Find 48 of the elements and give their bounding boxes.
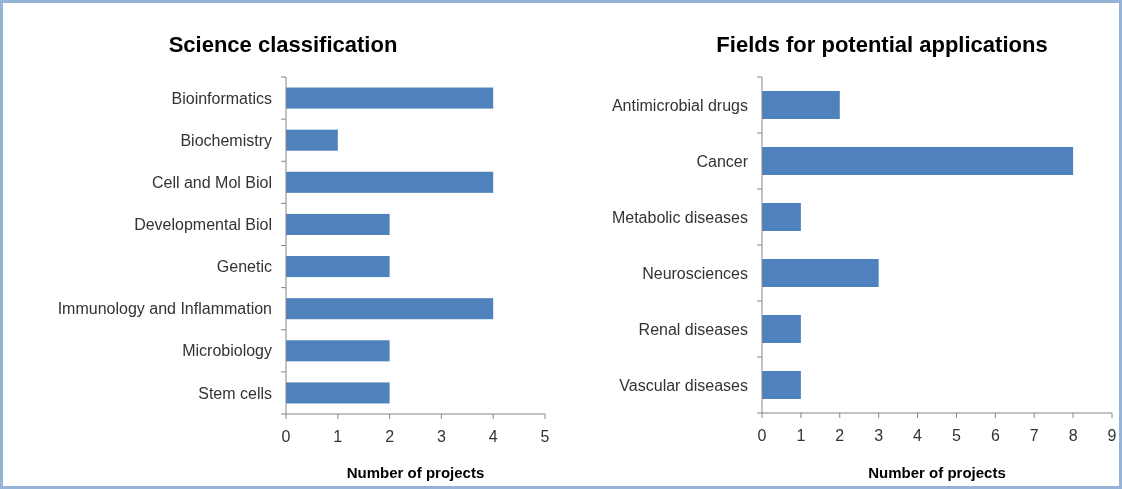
bar xyxy=(286,382,390,404)
x-tick-label: 5 xyxy=(951,427,961,444)
y-tick-label: Metabolic diseases xyxy=(611,208,748,226)
bar xyxy=(762,315,801,343)
y-tick-label: Microbiology xyxy=(182,342,272,360)
x-tick-label: 5 xyxy=(540,428,550,445)
y-tick-label: Vascular diseases xyxy=(619,376,748,394)
y-tick-label: Genetic xyxy=(216,258,272,276)
bar xyxy=(286,340,390,362)
bar xyxy=(286,171,494,193)
x-tick-label: 4 xyxy=(913,427,923,444)
x-tick-label: 1 xyxy=(333,428,343,445)
x-tick-label: 2 xyxy=(835,427,845,444)
chart-title: Fields for potential applications xyxy=(716,32,1048,57)
bar xyxy=(762,371,801,399)
bar xyxy=(286,298,494,320)
y-tick-label: Stem cells xyxy=(198,384,272,402)
bar xyxy=(762,203,801,231)
bar xyxy=(286,129,338,151)
x-tick-label: 1 xyxy=(796,427,806,444)
x-tick-label: 3 xyxy=(874,427,884,444)
bar xyxy=(762,259,879,287)
y-tick-label: Antimicrobial drugs xyxy=(611,96,748,114)
bar xyxy=(762,147,1074,175)
x-axis-title: Number of projects xyxy=(346,464,485,481)
x-tick-label: 9 xyxy=(1107,427,1117,444)
x-tick-label: 8 xyxy=(1068,427,1078,444)
y-tick-label: Developmental Biol xyxy=(134,216,272,234)
chart-title: Science classification xyxy=(168,32,398,57)
x-tick-label: 6 xyxy=(990,427,1000,444)
bar xyxy=(286,87,494,109)
y-tick-label: Neurosciences xyxy=(642,264,748,282)
y-tick-label: Renal diseases xyxy=(638,320,748,338)
x-tick-label: 3 xyxy=(436,428,446,445)
y-tick-label: Bioinformatics xyxy=(171,89,272,107)
y-tick-label: Biochemistry xyxy=(180,131,272,149)
bar xyxy=(286,213,390,235)
x-tick-label: 2 xyxy=(385,428,395,445)
bar xyxy=(762,91,840,119)
y-tick-label: Cell and Mol Biol xyxy=(151,173,272,191)
x-tick-label: 4 xyxy=(488,428,498,445)
y-tick-label: Immunology and Inflammation xyxy=(57,300,272,318)
x-axis-title: Number of projects xyxy=(868,464,1006,481)
x-tick-label: 0 xyxy=(757,427,767,444)
x-tick-label: 0 xyxy=(281,428,291,445)
y-tick-label: Cancer xyxy=(696,152,749,170)
bar xyxy=(286,256,390,278)
x-tick-label: 7 xyxy=(1029,427,1039,444)
